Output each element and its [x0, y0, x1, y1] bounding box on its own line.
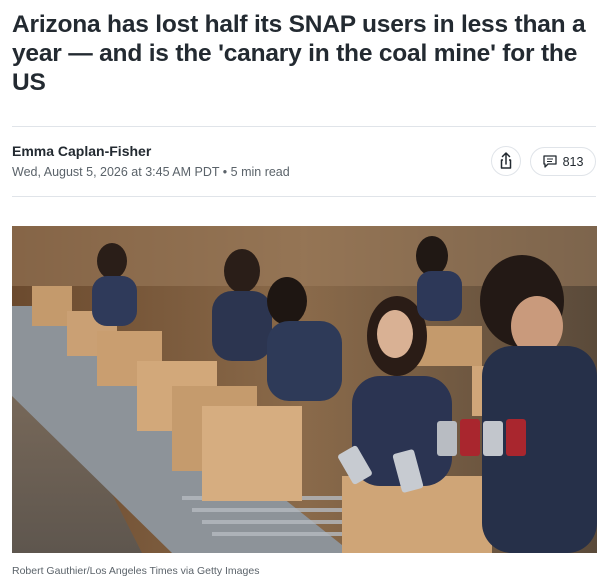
- comments-button[interactable]: 813: [530, 147, 596, 176]
- divider: [12, 126, 596, 127]
- article-photo[interactable]: [12, 226, 597, 553]
- workers: [92, 236, 597, 553]
- comment-icon: [542, 155, 557, 168]
- read-time: 5 min read: [230, 165, 290, 179]
- cans: [338, 419, 526, 493]
- separator: •: [222, 165, 231, 179]
- byline-meta: Wed, August 5, 2026 at 3:45 AM PDT • 5 m…: [12, 165, 290, 179]
- date: Wed, August 5, 2026 at 3:45 AM PDT: [12, 165, 220, 179]
- divider: [12, 196, 596, 197]
- photo-caption: Robert Gauthier/Los Angeles Times via Ge…: [12, 565, 260, 577]
- headline: Arizona has lost half its SNAP users in …: [12, 11, 586, 96]
- share-button[interactable]: [491, 146, 521, 176]
- author[interactable]: Emma Caplan-Fisher: [12, 143, 152, 159]
- share-icon: [500, 152, 512, 169]
- comment-count: 813: [562, 154, 584, 169]
